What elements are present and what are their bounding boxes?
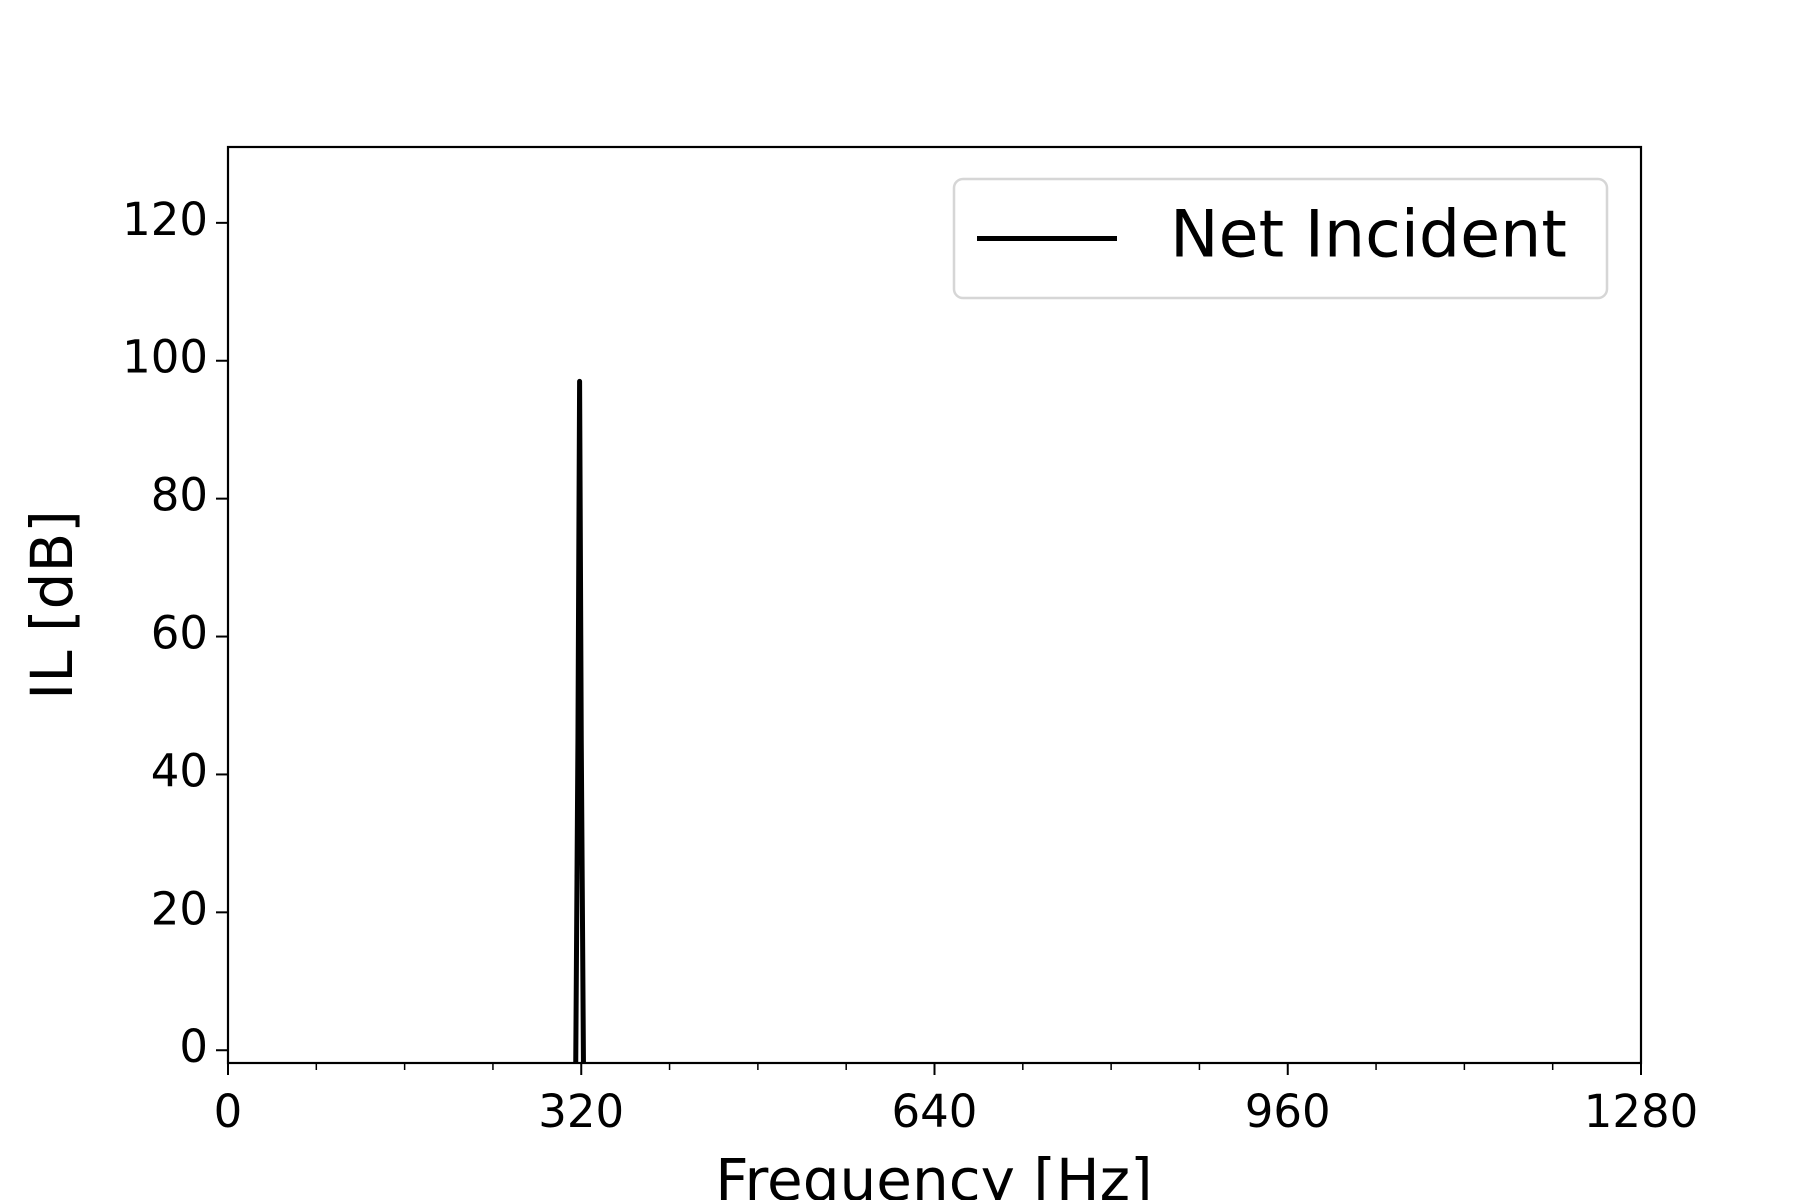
x-axis-label: Frequency [Hz]: [715, 1146, 1152, 1200]
plot-frame: [226, 145, 1643, 1065]
y-tick-label: 0: [179, 1020, 208, 1073]
y-tick-label: 20: [151, 882, 208, 935]
y-tick-label: 80: [151, 469, 208, 522]
data-line: [573, 378, 586, 1063]
legend-label: Net Incident: [1170, 198, 1567, 273]
x-tick-label: 640: [892, 1085, 978, 1138]
y-tick-label: 120: [122, 193, 208, 246]
y-axis-label: IL [dB]: [18, 510, 86, 700]
y-tick-label: 100: [122, 331, 208, 384]
plot-area: [573, 378, 586, 1063]
x-tick-label: 960: [1245, 1085, 1331, 1138]
y-tick-label: 40: [151, 744, 208, 797]
legend-box: [952, 177, 1609, 300]
x-tick-label: 1280: [1584, 1085, 1699, 1138]
x-tick-label: 320: [538, 1085, 624, 1138]
x-tick-label: 0: [214, 1085, 243, 1138]
y-tick-label: 60: [151, 607, 208, 660]
